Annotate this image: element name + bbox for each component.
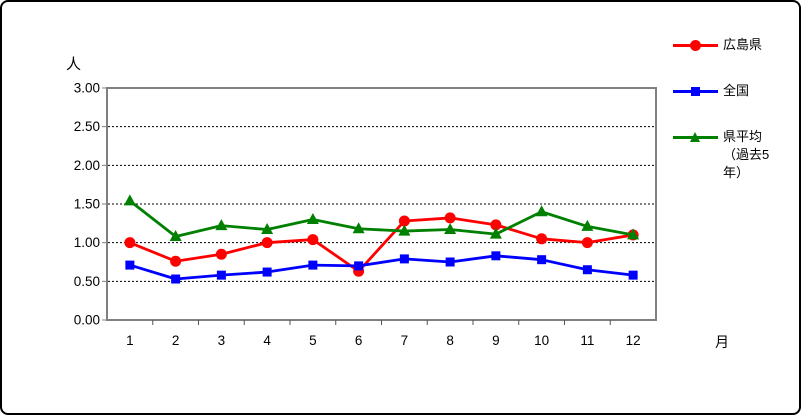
pref-average-5yr-marker: [215, 219, 228, 231]
y-tick-label: 3.00: [74, 81, 100, 96]
x-tick-label: 2: [172, 333, 180, 348]
pref-average-5yr-marker: [444, 223, 457, 235]
pref-average-5yr-marker: [627, 228, 640, 240]
x-tick-label: 3: [218, 333, 226, 348]
x-tick-label: 12: [626, 333, 641, 348]
pref-average-5yr-marker: [261, 223, 274, 235]
x-tick-label: 8: [446, 333, 454, 348]
national-marker: [125, 260, 135, 270]
national-marker: [582, 265, 592, 275]
y-tick-label: 0.00: [74, 313, 100, 328]
y-tick-label: 1.00: [74, 235, 100, 250]
pref-average-5yr-marker: [398, 224, 411, 236]
national-marker: [216, 270, 226, 280]
national-marker: [171, 274, 181, 284]
pref-average-5yr-marker: [581, 219, 594, 231]
x-tick-label: 11: [580, 333, 594, 348]
hiroshima-marker: [170, 255, 182, 267]
hiroshima-marker: [307, 234, 319, 246]
pref-average-5yr-marker: [306, 212, 319, 224]
y-tick-label: 1.50: [74, 197, 100, 212]
x-tick-label: 5: [309, 333, 317, 348]
hiroshima-marker: [261, 237, 273, 249]
national-marker: [354, 261, 364, 271]
x-tick-label: 6: [355, 333, 363, 348]
series-line-national: [129, 254, 634, 281]
national-marker: [308, 260, 318, 270]
series-line-pref-average-5yr: [129, 199, 634, 238]
pref-average-5yr-marker: [169, 229, 182, 241]
national-marker: [399, 254, 409, 264]
pref-average-5yr-marker: [352, 222, 365, 234]
x-tick-label: 9: [492, 333, 500, 348]
pref-average-5yr-marker: [489, 227, 502, 239]
pref-average-5yr-marker: [123, 194, 136, 206]
hiroshima-marker: [581, 237, 593, 249]
hiroshima-marker: [398, 215, 410, 227]
hiroshima-marker: [215, 248, 227, 260]
y-axis-unit-label: 人: [66, 56, 82, 73]
y-tick-label: 2.50: [74, 119, 100, 134]
x-axis-unit-label: 月: [715, 334, 729, 350]
y-tick-label: 2.00: [74, 158, 100, 173]
national-marker: [491, 251, 501, 261]
national-marker: [262, 267, 272, 277]
national-marker: [537, 255, 547, 265]
hiroshima-marker: [490, 219, 502, 231]
x-tick-label: 4: [263, 333, 271, 348]
hiroshima-marker: [536, 233, 548, 245]
pref-average-5yr-marker: [535, 205, 548, 217]
hiroshima-marker: [124, 237, 136, 249]
hiroshima-marker: [444, 212, 456, 224]
series-line-hiroshima: [129, 216, 634, 273]
national-marker: [445, 257, 455, 267]
x-tick-label: 1: [126, 333, 134, 348]
national-marker: [628, 270, 638, 280]
x-tick-label: 10: [534, 333, 549, 348]
y-tick-label: 0.50: [74, 274, 100, 289]
x-tick-label: 7: [401, 333, 409, 348]
